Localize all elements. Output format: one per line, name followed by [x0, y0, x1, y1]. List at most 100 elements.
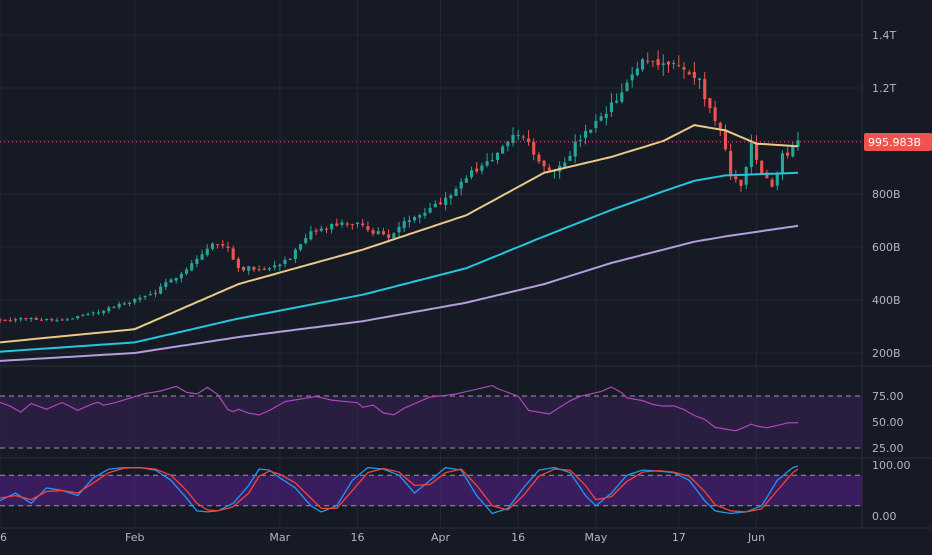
candle: [107, 305, 111, 314]
candle-body: [573, 141, 577, 157]
candle: [200, 249, 204, 261]
candle: [599, 112, 603, 122]
candle-body: [350, 224, 354, 226]
candle: [262, 266, 266, 271]
candle: [34, 316, 38, 321]
candle: [418, 213, 422, 224]
candle-body: [547, 167, 551, 171]
candle-body: [780, 153, 785, 173]
candle: [666, 60, 671, 73]
candle-body: [749, 142, 753, 167]
candle-body: [697, 78, 702, 80]
candle: [475, 161, 479, 174]
candle: [573, 134, 577, 164]
candle-body: [407, 220, 411, 222]
candle-body: [288, 259, 292, 261]
candle-body: [589, 129, 593, 133]
candle: [86, 312, 90, 316]
candle: [45, 318, 49, 322]
x-axis-label: Apr: [431, 531, 451, 544]
candle: [506, 140, 510, 152]
candle: [578, 134, 582, 147]
stoch-axis-label: 100.00: [872, 459, 911, 472]
candle: [754, 135, 759, 165]
candle-body: [677, 65, 681, 67]
candle-body: [708, 98, 712, 109]
candle-body: [24, 318, 28, 320]
candle-body: [29, 317, 33, 320]
candle-body: [661, 63, 665, 66]
candle-body: [366, 226, 370, 230]
candle: [583, 124, 588, 145]
candle-body: [532, 141, 536, 155]
candle: [480, 162, 484, 175]
candle: [29, 317, 33, 322]
stoch-axis-label: 0.00: [872, 510, 897, 523]
candle: [423, 207, 427, 219]
candle-body: [392, 233, 396, 238]
candle: [252, 266, 256, 273]
candle: [392, 232, 396, 240]
candle: [257, 265, 261, 272]
candle: [112, 305, 116, 309]
candle: [568, 150, 572, 162]
candle: [314, 227, 318, 236]
candle-body: [247, 266, 251, 271]
candle-body: [526, 138, 531, 142]
candle-body: [381, 231, 386, 235]
candle: [24, 317, 28, 322]
candle-body: [501, 146, 505, 154]
candle-body: [640, 59, 645, 70]
candle-body: [195, 258, 199, 264]
candle-body: [127, 302, 132, 304]
candle: [677, 55, 681, 68]
candle-body: [615, 100, 619, 103]
candle: [796, 131, 800, 151]
stoch-panel: [0, 465, 862, 515]
candle-body: [267, 268, 272, 270]
candle: [96, 309, 101, 315]
candle-body: [718, 122, 722, 129]
rsi-axis-label: 50.00: [872, 416, 904, 429]
candle-body: [231, 248, 235, 260]
candle-body: [672, 63, 676, 65]
candle: [433, 200, 437, 208]
candle: [117, 301, 121, 310]
candle: [615, 93, 619, 104]
candle-body: [283, 259, 287, 264]
candle: [319, 225, 323, 233]
candle: [76, 315, 80, 320]
candle-body: [402, 221, 406, 228]
x-axis-label: 6: [0, 531, 7, 544]
candle: [102, 309, 106, 316]
candle-body: [449, 195, 453, 199]
candle: [537, 151, 541, 164]
candle-body: [34, 317, 38, 320]
candle: [651, 60, 655, 68]
candle-body: [148, 294, 152, 296]
candle-body: [133, 298, 137, 303]
candle: [19, 316, 23, 322]
candle-body: [521, 136, 525, 138]
candle: [361, 218, 365, 228]
ma-short-line: [0, 124, 799, 344]
candle-body: [309, 231, 313, 240]
candle: [620, 83, 624, 104]
candle: [70, 318, 75, 320]
candle: [532, 138, 536, 161]
candle: [490, 152, 494, 162]
candle-body: [210, 243, 215, 249]
candle: [687, 69, 691, 75]
candle: [247, 265, 251, 275]
candle-body: [739, 179, 743, 186]
candle: [547, 164, 551, 171]
candle-body: [355, 222, 360, 225]
price-axis-label: 800B: [872, 188, 901, 201]
candle: [661, 54, 665, 76]
candle: [278, 263, 282, 271]
candle-body: [138, 297, 142, 300]
candle-body: [423, 212, 427, 216]
candle: [330, 223, 334, 234]
x-axis-label: 17: [672, 531, 686, 544]
